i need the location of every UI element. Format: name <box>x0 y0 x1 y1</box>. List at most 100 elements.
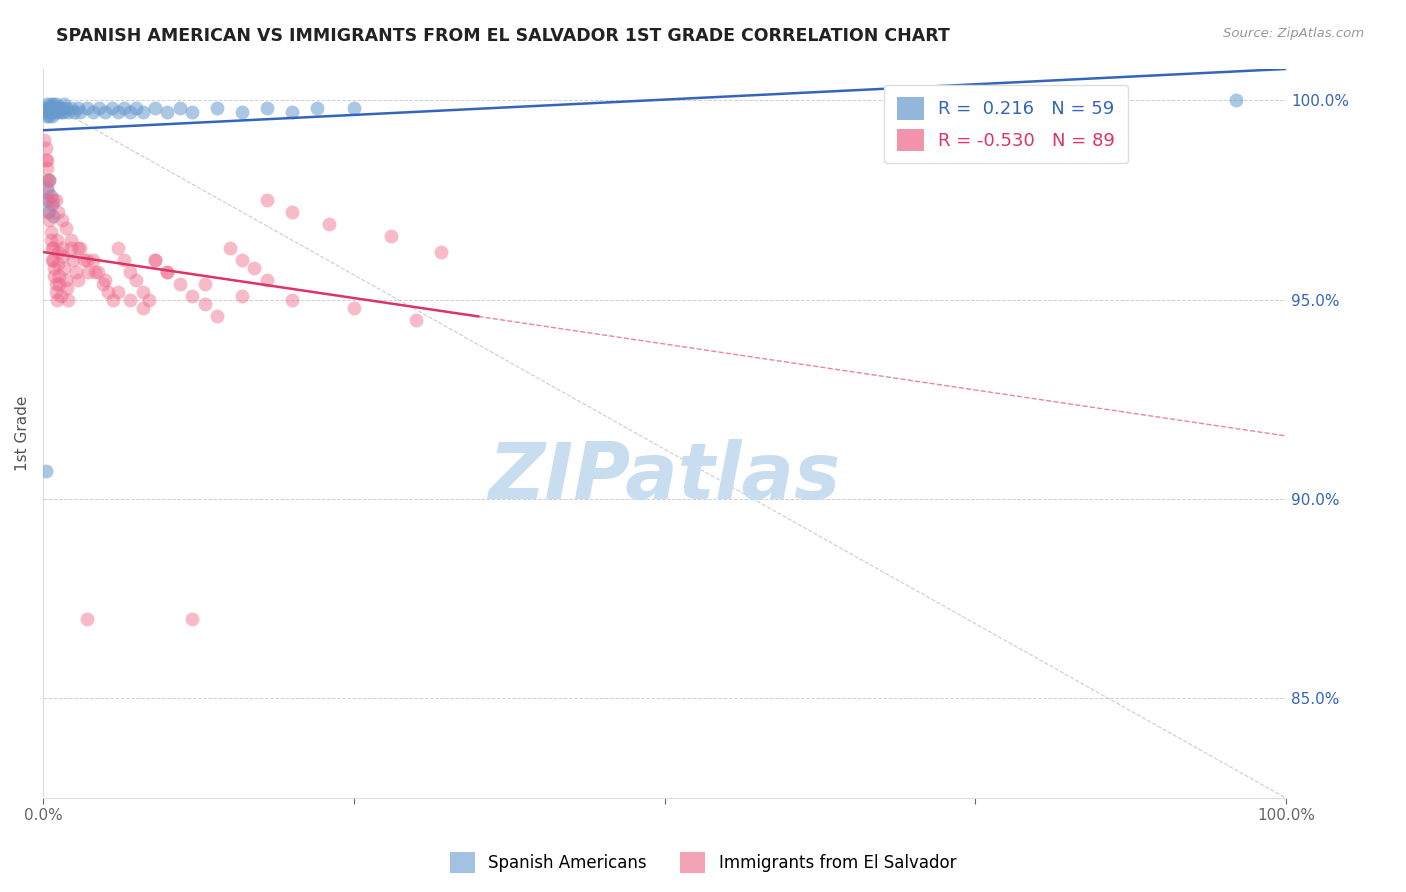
Point <box>45 277 67 291</box>
Point <box>131 301 153 315</box>
Point <box>59 102 82 116</box>
Point <box>318 217 340 231</box>
Point <box>63 105 86 120</box>
Point <box>39 97 62 112</box>
Point <box>120 265 142 279</box>
Point <box>55 221 77 235</box>
Point <box>41 109 63 123</box>
Point <box>82 105 104 120</box>
Point <box>112 102 135 116</box>
Point <box>56 281 79 295</box>
Point <box>46 205 69 219</box>
Point <box>125 273 148 287</box>
Point <box>59 241 82 255</box>
Point <box>34 193 56 207</box>
Point <box>181 105 204 120</box>
Point <box>156 265 179 279</box>
Point <box>281 293 304 307</box>
Point <box>46 257 69 271</box>
Point <box>35 109 58 123</box>
Point <box>41 241 63 255</box>
Point <box>231 252 253 267</box>
Point <box>76 252 98 267</box>
Point <box>59 233 82 247</box>
Point <box>194 297 217 311</box>
Point <box>44 102 66 116</box>
Point <box>41 197 63 211</box>
Point <box>37 102 59 116</box>
Point <box>169 102 191 116</box>
Point <box>37 205 59 219</box>
Text: SPANISH AMERICAN VS IMMIGRANTS FROM EL SALVADOR 1ST GRADE CORRELATION CHART: SPANISH AMERICAN VS IMMIGRANTS FROM EL S… <box>56 27 950 45</box>
Point <box>120 293 142 307</box>
Point <box>107 241 129 255</box>
Point <box>66 102 89 116</box>
Point <box>231 105 253 120</box>
Point <box>37 185 59 199</box>
Point <box>143 252 166 267</box>
Point <box>44 260 66 275</box>
Point <box>52 105 75 120</box>
Point <box>53 260 76 275</box>
Point <box>305 102 328 116</box>
Point <box>56 293 79 307</box>
Point <box>205 102 228 116</box>
Point <box>131 105 153 120</box>
Point <box>281 205 304 219</box>
Point <box>51 241 73 255</box>
Point <box>405 312 427 326</box>
Point <box>42 105 65 120</box>
Point <box>100 102 122 116</box>
Legend: Spanish Americans, Immigrants from El Salvador: Spanish Americans, Immigrants from El Sa… <box>443 846 963 880</box>
Point <box>46 244 69 259</box>
Point <box>35 97 58 112</box>
Point <box>39 105 62 120</box>
Point <box>46 105 69 120</box>
Point <box>48 277 70 291</box>
Point <box>39 225 62 239</box>
Point <box>49 289 72 303</box>
Point <box>39 233 62 247</box>
Point <box>34 133 56 147</box>
Point <box>256 273 278 287</box>
Point <box>281 105 304 120</box>
Point <box>66 273 89 287</box>
Point <box>35 161 58 176</box>
Point <box>107 105 129 120</box>
Y-axis label: 1st Grade: 1st Grade <box>15 396 30 471</box>
Point <box>41 102 63 116</box>
Text: Source: ZipAtlas.com: Source: ZipAtlas.com <box>1223 27 1364 40</box>
Point <box>51 213 73 227</box>
Point <box>38 173 60 187</box>
Point <box>44 268 66 283</box>
Point <box>131 285 153 299</box>
Point <box>49 105 72 120</box>
Point <box>120 105 142 120</box>
Point <box>91 277 114 291</box>
Point <box>34 153 56 168</box>
Point <box>181 612 204 626</box>
Point <box>53 97 76 112</box>
Point <box>45 105 67 120</box>
Point <box>430 244 453 259</box>
Point <box>65 265 87 279</box>
Point <box>69 105 91 120</box>
Point <box>69 241 91 255</box>
Point <box>343 301 366 315</box>
Point <box>35 173 58 187</box>
Point <box>37 193 59 207</box>
Point <box>35 153 58 168</box>
Point <box>125 102 148 116</box>
Point <box>38 173 60 187</box>
Point <box>76 612 98 626</box>
Point <box>380 229 402 244</box>
Point <box>143 102 166 116</box>
Point <box>45 293 67 307</box>
Legend: R =  0.216   N = 59, R = -0.530   N = 89: R = 0.216 N = 59, R = -0.530 N = 89 <box>884 85 1128 163</box>
Point <box>256 102 278 116</box>
Point <box>62 252 84 267</box>
Point <box>56 105 79 120</box>
Point <box>35 181 58 195</box>
Point <box>112 252 135 267</box>
Point <box>156 265 179 279</box>
